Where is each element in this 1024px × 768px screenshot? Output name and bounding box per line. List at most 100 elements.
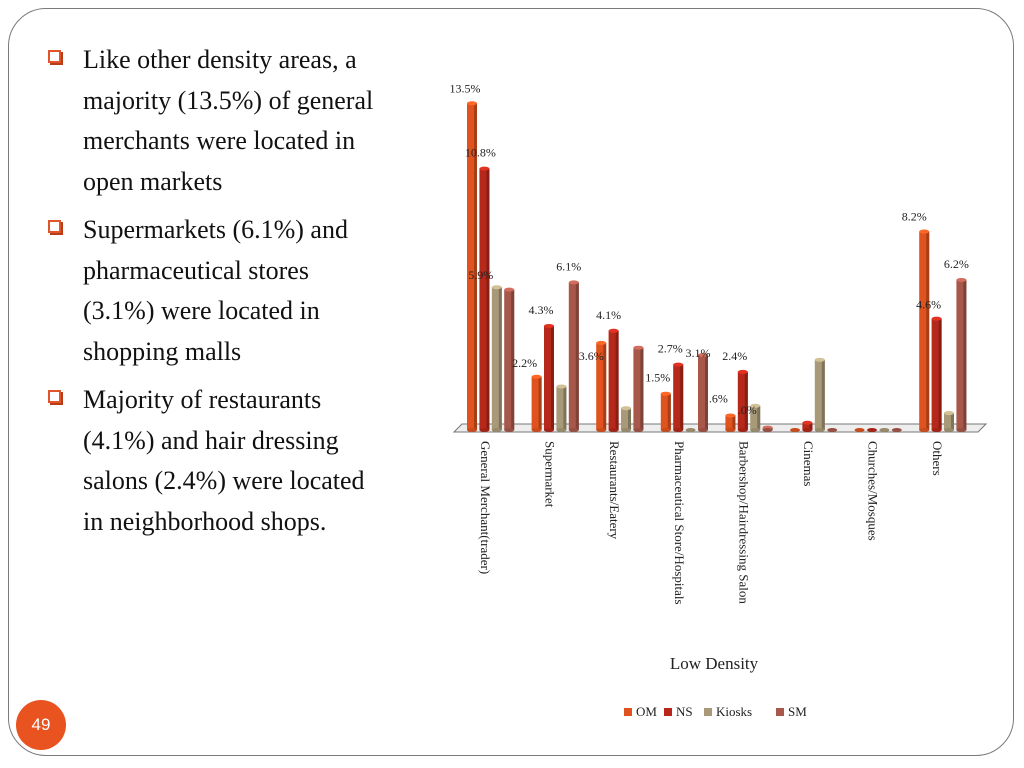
- bar-kiosks-1: [556, 386, 567, 430]
- category-tick-label: Supermarket: [543, 441, 558, 508]
- bar-shade-kiosks-2: [628, 408, 631, 430]
- bar-cap-om-7: [919, 229, 930, 234]
- bar-base-om-5: [790, 428, 800, 432]
- bar-ns-7: [931, 318, 942, 430]
- bar-cap-om-4: [725, 413, 736, 418]
- bullet-text: Majority of restaurants (4.1%) and hair …: [83, 385, 365, 536]
- bar-cap-ns-3: [673, 362, 684, 367]
- bar-om-3: [660, 393, 671, 430]
- bar-om-1: [531, 376, 542, 430]
- bar-shade-kiosks-5: [821, 359, 825, 430]
- bar-om-7: [919, 231, 930, 430]
- bar-base-sm-0: [504, 428, 515, 432]
- bar-shade-ns-2: [615, 330, 619, 430]
- bar-sm-2: [633, 347, 644, 430]
- bar-cap-kiosks-2: [621, 406, 631, 411]
- category-tick-label: General Merchant(trader): [478, 441, 493, 574]
- page-number-badge: 49: [16, 700, 66, 750]
- data-label-kiosks-4: .0%: [738, 403, 757, 417]
- bar-om-0: [467, 103, 477, 431]
- bar-shade-ns-1: [551, 325, 554, 430]
- bar-base-om-3: [660, 428, 671, 432]
- category-tick-label: Cinemas: [801, 441, 816, 487]
- bar-base-ns-1: [544, 428, 554, 432]
- bar-cap-kiosks-0: [491, 285, 502, 290]
- bar-cap-om-3: [660, 391, 671, 396]
- bar-cap-sm-2: [633, 345, 644, 350]
- bullet-text: Supermarkets (6.1%) and pharmaceutical s…: [83, 215, 348, 366]
- bar-om-4: [725, 415, 736, 430]
- legend: OM NS Kiosks SM: [624, 704, 807, 719]
- bar-base-ns-0: [479, 428, 490, 432]
- bar-shade-ns-7: [938, 318, 942, 430]
- bar-shade-om-2: [603, 342, 607, 430]
- bar-sm-1: [568, 282, 579, 430]
- bar-base-ns-5: [802, 428, 813, 432]
- bar-cap-sm-0: [504, 287, 515, 292]
- bar-shade-om-7: [926, 231, 930, 430]
- bar-shade-sm-3: [705, 354, 708, 430]
- bar-kiosks-7: [944, 413, 954, 430]
- bar-shade-kiosks-4: [757, 405, 761, 430]
- bar-base-kiosks-2: [621, 428, 631, 432]
- bar-cap-ns-4: [737, 369, 748, 374]
- bar-cap-ns-5: [802, 420, 813, 425]
- category-tick-label: Pharmaceutical Store/Hospitals: [672, 441, 687, 605]
- category-tick-group: General Merchant(trader) Supermarket Resta…: [478, 441, 945, 605]
- data-label-sm-3: 3.1%: [686, 346, 711, 360]
- bar-base-kiosks-5: [814, 428, 825, 432]
- data-label-ns-2: 4.1%: [596, 308, 621, 322]
- bar-base-kiosks-1: [556, 428, 567, 432]
- bar-base-sm-7: [956, 428, 967, 432]
- checkbox-bullet-icon: [48, 390, 61, 403]
- data-label-ns-3: 2.7%: [658, 342, 683, 356]
- data-label-om-0: 13.5%: [450, 81, 481, 95]
- bar-cap-kiosks-1: [556, 384, 567, 389]
- bar-shade-om-4: [732, 415, 736, 430]
- bar-cap-sm-3: [698, 352, 708, 357]
- bar-cap-sm-1: [568, 280, 579, 285]
- data-label-group: 13.5% 2.2% 3.6% 1.5% .6% 8.2% 10.8% 4.3% 4.1% 2.7…: [450, 81, 969, 417]
- bar-base-sm-2: [633, 428, 644, 432]
- legend-swatch-ns: [664, 708, 672, 716]
- bar-cap-kiosks-7: [944, 411, 954, 416]
- bar-ns-4: [737, 371, 748, 430]
- bar-shade-sm-0: [511, 289, 515, 430]
- bar-cap-ns-0: [479, 166, 490, 171]
- bar-kiosks-2: [621, 408, 631, 430]
- bar-shade-sm-2: [640, 347, 644, 430]
- bar-cap-sm-7: [956, 277, 967, 282]
- data-label-ns-0: 10.8%: [465, 146, 496, 160]
- category-tick-label: Churches/Mosques: [866, 441, 881, 541]
- bar-base-om-1: [531, 428, 542, 432]
- bar-cap-om-0: [467, 101, 477, 106]
- bar-base-ns-6: [867, 428, 877, 432]
- bullet-list: Like other density areas, a majority (13…: [45, 40, 385, 550]
- bar-base-sm-6: [891, 428, 902, 432]
- bar-sm-0: [504, 289, 515, 430]
- bar-shade-sm-7: [963, 279, 967, 430]
- bar-base-om-0: [467, 428, 477, 432]
- bar-shade-ns-0: [486, 168, 490, 430]
- data-label-om-4: .6%: [709, 391, 728, 405]
- bar-shade-om-1: [538, 376, 542, 430]
- legend-swatch-om: [624, 708, 632, 716]
- bar-shade-ns-4: [744, 371, 748, 430]
- bullet-item: Majority of restaurants (4.1%) and hair …: [45, 380, 385, 542]
- bar-base-sm-1: [568, 428, 579, 432]
- bar-cap-kiosks-5: [814, 357, 825, 362]
- bar-kiosks-4: [750, 405, 761, 430]
- bar-base-ns-2: [608, 428, 619, 432]
- checkbox-bullet-icon: [48, 220, 61, 233]
- bar-base-sm-5: [827, 428, 838, 432]
- bar-cap-kiosks-4: [750, 403, 761, 408]
- bar-base-kiosks-6: [879, 428, 890, 432]
- data-label-om-1: 2.2%: [512, 356, 537, 370]
- bar-shade-ns-5: [809, 422, 813, 430]
- legend-swatch-sm: [776, 708, 784, 716]
- bar-shade-sm-1: [575, 282, 579, 430]
- bar-base-ns-3: [673, 428, 684, 432]
- bar-kiosks-5: [814, 359, 825, 430]
- bar-base-om-7: [919, 428, 930, 432]
